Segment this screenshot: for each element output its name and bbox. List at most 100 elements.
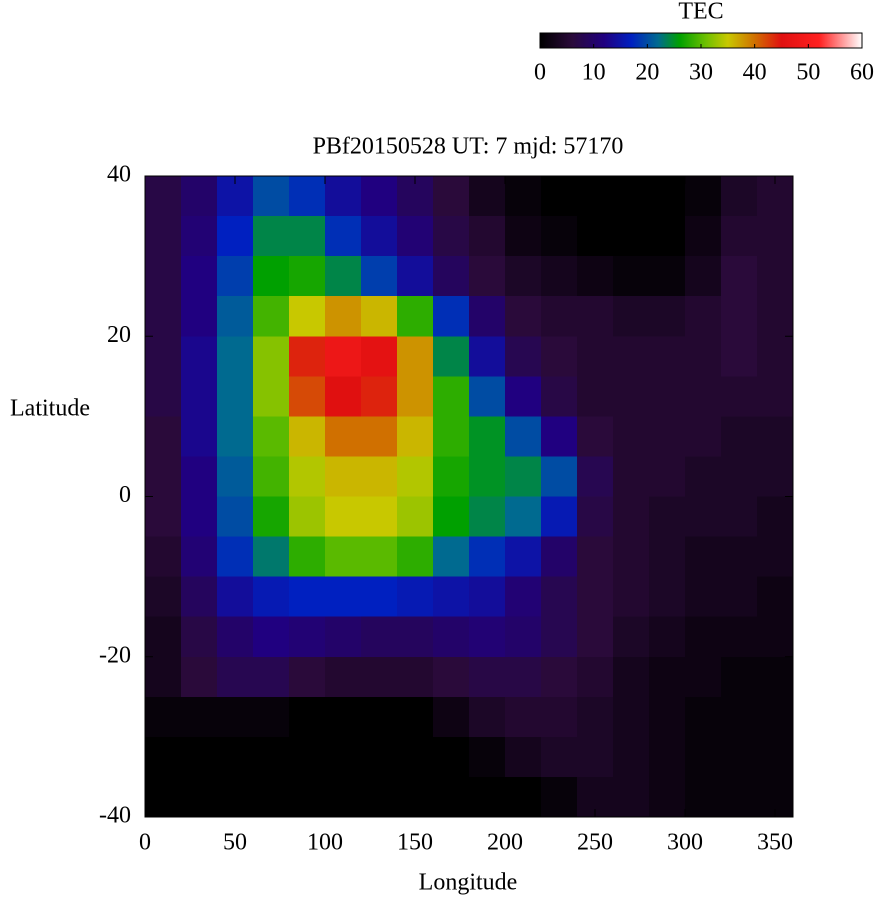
heatmap-cell — [361, 616, 398, 658]
heatmap-cell — [397, 736, 434, 778]
heatmap-cell — [145, 656, 182, 698]
heatmap-cell — [253, 616, 290, 658]
heatmap-cell — [325, 496, 362, 538]
heatmap-cell — [145, 176, 182, 217]
heatmap-cell — [289, 616, 326, 658]
heatmap-cell — [145, 496, 182, 538]
heatmap-cell — [541, 336, 578, 377]
colorbar-tick-label: 30 — [689, 60, 713, 86]
heatmap-cell — [541, 656, 578, 698]
heatmap-cell — [469, 256, 506, 297]
y-axis-label: Latitude — [10, 396, 90, 422]
heatmap-cell — [469, 616, 506, 658]
y-tick-label: -40 — [99, 803, 131, 829]
heatmap-cell — [757, 736, 794, 778]
heatmap-cell — [469, 736, 506, 778]
heatmap-cell — [505, 416, 542, 458]
heatmap-cell — [649, 416, 686, 458]
heatmap-cell — [721, 256, 758, 297]
heatmap-cell — [721, 216, 758, 257]
heatmap-cell — [433, 576, 470, 618]
heatmap-cell — [757, 696, 794, 738]
heatmap-cell — [361, 736, 398, 778]
heatmap-cell — [397, 696, 434, 738]
heatmap-cell — [289, 296, 326, 337]
heatmap-cell — [541, 776, 578, 818]
heatmap-cell — [469, 336, 506, 377]
heatmap-cell — [361, 216, 398, 257]
heatmap-cell — [469, 296, 506, 337]
heatmap-cell — [613, 696, 650, 738]
heatmap-cell — [397, 576, 434, 618]
heatmap-cell — [181, 576, 218, 618]
heatmap-cell — [541, 256, 578, 297]
heatmap-cell — [325, 456, 362, 498]
heatmap-cell — [577, 296, 614, 337]
heatmap-cell — [469, 376, 506, 417]
heatmap-cell — [253, 376, 290, 417]
heatmap-cell — [145, 416, 182, 458]
heatmap-cell — [433, 216, 470, 257]
heatmap-cell — [649, 376, 686, 417]
heatmap-cell — [541, 616, 578, 658]
heatmap-cell — [541, 576, 578, 618]
heatmap-cell — [289, 736, 326, 778]
heatmap-cell — [541, 376, 578, 417]
heatmap-cell — [505, 776, 542, 818]
heatmap-cell — [577, 336, 614, 377]
heatmap-cell — [613, 536, 650, 578]
heatmap-cell — [253, 496, 290, 538]
heatmap-cell — [721, 576, 758, 618]
heatmap-cell — [469, 416, 506, 458]
heatmap-cell — [757, 216, 794, 257]
heatmap-cell — [505, 216, 542, 257]
heatmap-cell — [613, 736, 650, 778]
heatmap-cell — [577, 736, 614, 778]
heatmap-cell — [721, 416, 758, 458]
heatmap-cell — [685, 776, 722, 818]
heatmap-cell — [397, 256, 434, 297]
heatmap-cell — [649, 696, 686, 738]
heatmap-cell — [541, 216, 578, 257]
heatmap-cell — [757, 456, 794, 498]
heatmap-cell — [433, 656, 470, 698]
heatmap-cell — [397, 296, 434, 337]
colorbar-tick-label: 60 — [850, 60, 874, 86]
heatmap-cell — [649, 336, 686, 377]
heatmap-cell — [757, 296, 794, 337]
heatmap-cell — [181, 376, 218, 417]
heatmap-cell — [145, 616, 182, 658]
heatmap-cell — [289, 576, 326, 618]
x-tick-label: 0 — [139, 830, 151, 856]
heatmap-cell — [145, 776, 182, 818]
heatmap-cell — [541, 696, 578, 738]
heatmap-cell — [505, 736, 542, 778]
heatmap-cell — [577, 376, 614, 417]
heatmap-cell — [325, 296, 362, 337]
x-axis-label: Longitude — [419, 870, 518, 896]
heatmap-cell — [721, 496, 758, 538]
heatmap-cell — [613, 296, 650, 337]
heatmap-cell — [253, 696, 290, 738]
heatmap-cell — [649, 256, 686, 297]
heatmap-cell — [721, 296, 758, 337]
heatmap-cell — [685, 736, 722, 778]
heatmap-cell — [685, 256, 722, 297]
heatmap-cell — [217, 496, 254, 538]
heatmap-cell — [397, 456, 434, 498]
heatmap-cell — [757, 616, 794, 658]
heatmap-cell — [145, 456, 182, 498]
y-tick-label: 20 — [107, 322, 131, 348]
heatmap-cell — [757, 496, 794, 538]
heatmap-cell — [361, 296, 398, 337]
heatmap-cell — [649, 456, 686, 498]
heatmap-cell — [181, 536, 218, 578]
heatmap-cell — [325, 176, 362, 217]
heatmap-cell — [469, 496, 506, 538]
heatmap-cell — [217, 696, 254, 738]
heatmap-cell — [613, 176, 650, 217]
heatmap-cell — [433, 496, 470, 538]
y-tick-label: 0 — [119, 482, 131, 508]
heatmap-cell — [361, 416, 398, 458]
heatmap-cell — [541, 736, 578, 778]
